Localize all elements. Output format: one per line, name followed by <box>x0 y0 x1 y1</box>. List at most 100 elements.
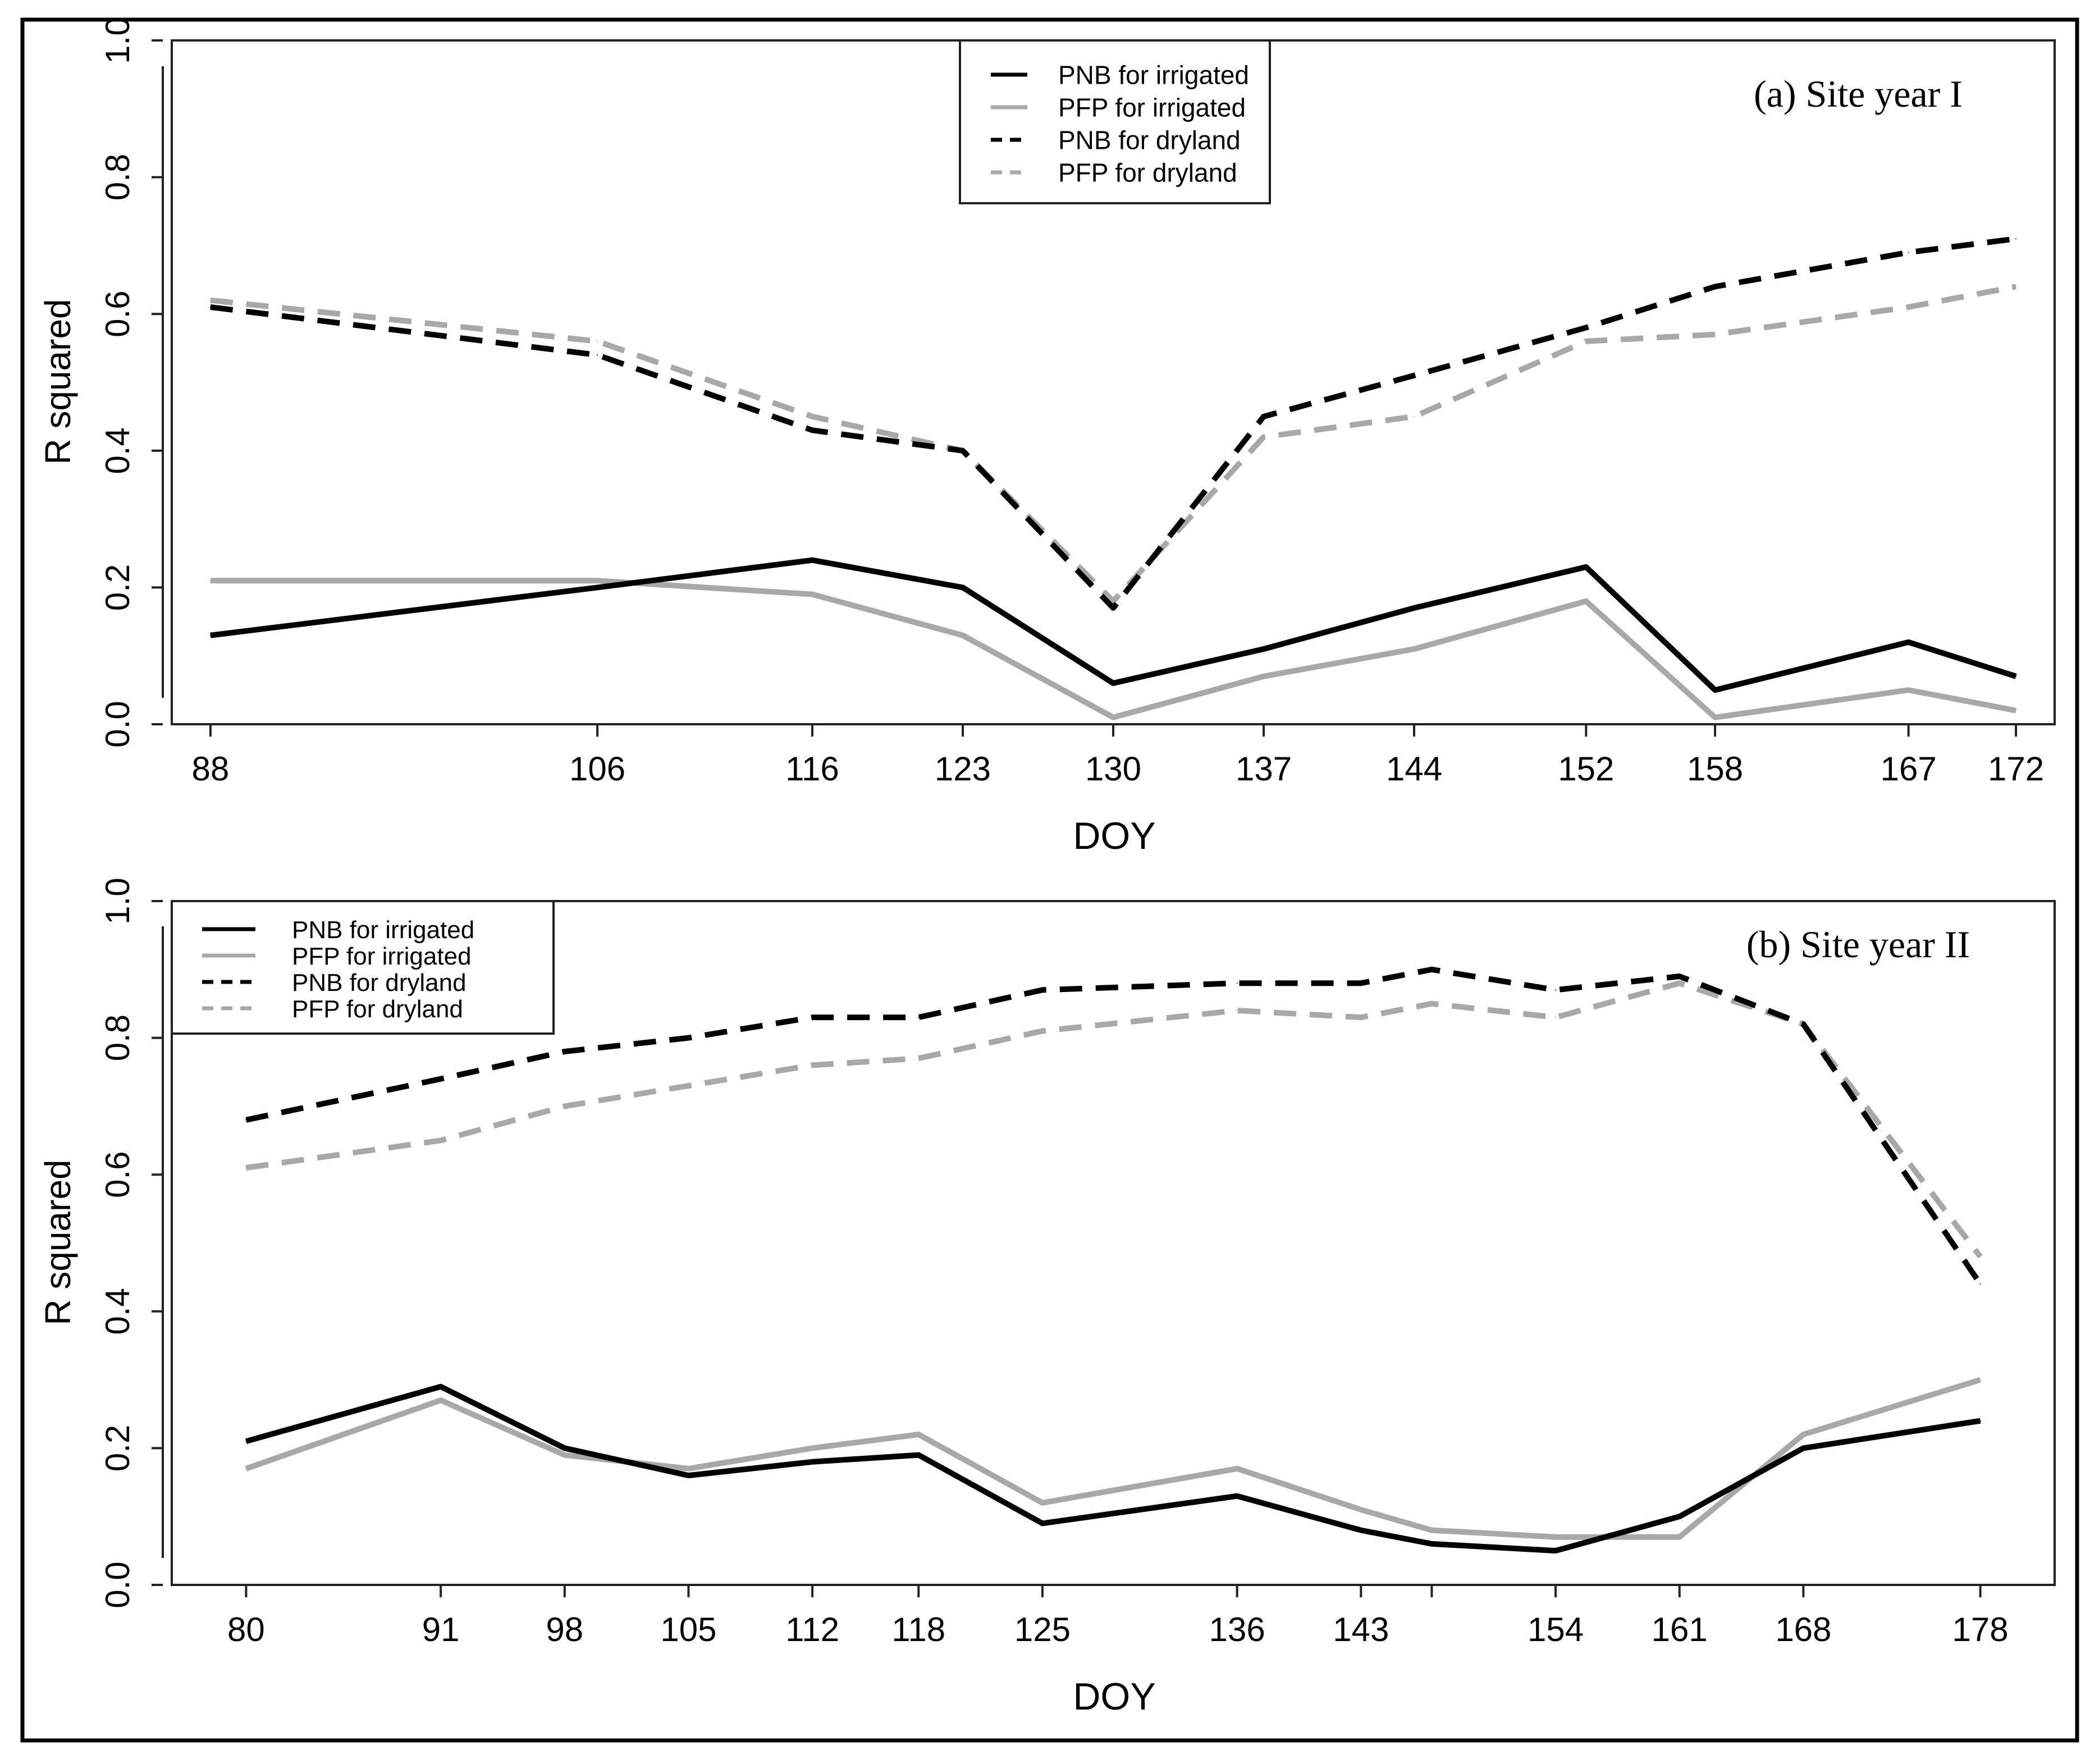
data-point-pfp-for-irrigated <box>811 593 813 595</box>
data-point-pnb-for-dryland <box>1679 975 1680 977</box>
data-point-pnb-for-dryland <box>2015 238 2017 240</box>
data-point-pnb-for-irrigated <box>1908 641 1909 643</box>
data-point-pnb-for-irrigated <box>597 587 598 588</box>
data-point-pfp-for-irrigated <box>962 634 963 636</box>
x-tick-label: 112 <box>785 1611 839 1648</box>
data-point-pnb-for-irrigated <box>918 1454 920 1456</box>
x-tick-label: 106 <box>569 750 625 788</box>
data-point-pnb-for-irrigated <box>1979 1420 1981 1422</box>
series-line-pnb-for-dryland <box>245 966 1983 1286</box>
panel-a: 0.0 0.2 0.4 0.6 0.8 1.0 88 106 116 123 130 137 144 1… <box>38 17 2056 857</box>
x-tick-label: 137 <box>1236 750 1292 788</box>
data-point-pnb-for-irrigated <box>1431 1543 1433 1544</box>
panel-b: 0.0 0.2 0.4 0.6 0.8 1.0 80 91 98 105 112 118 125 136… <box>38 878 2056 1718</box>
data-point-pnb-for-irrigated <box>1555 1550 1557 1552</box>
data-point-pfp-for-irrigated <box>209 580 211 582</box>
data-point-pnb-for-irrigated <box>440 1386 442 1387</box>
data-point-pfp-for-dryland <box>1714 333 1716 335</box>
data-point-pfp-for-dryland <box>1585 340 1587 342</box>
data-point-pfp-for-irrigated <box>918 1434 920 1436</box>
x-tick-label: 98 <box>546 1611 583 1648</box>
data-point-pnb-for-dryland <box>688 1037 689 1039</box>
data-point-pnb-for-irrigated <box>812 1461 813 1463</box>
y-tick-label: 0.2 <box>99 1425 136 1471</box>
data-point-pnb-for-irrigated <box>1113 682 1114 684</box>
data-point-pfp-for-dryland <box>1431 1003 1433 1004</box>
data-point-pnb-for-dryland <box>209 307 211 308</box>
data-point-pnb-for-dryland <box>1908 252 1909 253</box>
data-point-pfp-for-dryland <box>918 1058 920 1059</box>
data-point-pnb-for-dryland <box>1803 1023 1804 1025</box>
x-tick-label: 105 <box>660 1611 716 1648</box>
data-point-pfp-for-dryland <box>1360 1017 1362 1018</box>
data-point-pfp-for-dryland <box>1979 1256 1981 1258</box>
x-tick-label: 178 <box>1952 1611 2009 1648</box>
x-tick-label: 136 <box>1209 1611 1265 1648</box>
data-point-pfp-for-irrigated <box>1113 716 1114 718</box>
data-point-pfp-for-irrigated <box>1555 1536 1557 1538</box>
data-point-pnb-for-irrigated <box>1236 1495 1238 1497</box>
y-tick-label: 1.0 <box>99 878 136 924</box>
data-point-pnb-for-irrigated <box>1803 1447 1804 1449</box>
data-point-pfp-for-dryland <box>440 1140 442 1141</box>
x-axis-label: DOY <box>1073 1675 1155 1718</box>
data-point-pnb-for-dryland <box>1431 968 1433 970</box>
x-tick-label: 144 <box>1386 750 1442 788</box>
data-point-pnb-for-irrigated <box>1679 1516 1680 1518</box>
data-point-pfp-for-dryland <box>1679 982 1680 984</box>
x-tick-label: 123 <box>935 750 991 788</box>
data-point-pnb-for-dryland <box>812 1017 813 1018</box>
legend-label-pfp-for-irrigated: PFP for irrigated <box>1058 93 1246 122</box>
x-tick-label: 118 <box>891 1611 945 1648</box>
data-point-pnb-for-dryland <box>1236 982 1238 984</box>
panel-title: (a) Site year I <box>1754 72 1963 115</box>
data-point-pfp-for-dryland <box>1236 1009 1238 1011</box>
data-point-pnb-for-dryland <box>918 1017 920 1018</box>
data-point-pfp-for-irrigated <box>1414 648 1415 650</box>
data-point-pnb-for-dryland <box>245 1119 247 1121</box>
legend-label-pfp-for-dryland: PFP for dryland <box>1058 158 1237 188</box>
data-point-pnb-for-irrigated <box>1041 1523 1043 1524</box>
y-tick-label: 1.0 <box>99 17 136 63</box>
data-point-pfp-for-irrigated <box>688 1468 689 1469</box>
data-point-pnb-for-dryland <box>1979 1283 1981 1285</box>
data-point-pnb-for-dryland <box>564 1050 565 1052</box>
data-point-pfp-for-irrigated <box>1236 1468 1238 1469</box>
data-point-pfp-for-dryland <box>812 1064 813 1066</box>
data-point-pfp-for-irrigated <box>1803 1434 1804 1436</box>
data-point-pnb-for-irrigated <box>1714 689 1716 691</box>
data-point-pfp-for-irrigated <box>1908 689 1909 691</box>
data-point-pfp-for-dryland <box>245 1167 247 1169</box>
data-point-pfp-for-dryland <box>2015 286 2017 287</box>
panel-title: (b) Site year II <box>1746 923 1970 966</box>
y-tick-label: 0.0 <box>99 701 136 747</box>
data-point-pfp-for-dryland <box>597 340 598 342</box>
x-tick-label: 172 <box>1988 750 2044 788</box>
y-tick-label: 0.4 <box>99 1288 136 1335</box>
data-point-pnb-for-irrigated <box>1414 607 1415 609</box>
data-point-pnb-for-irrigated <box>1263 648 1265 650</box>
data-point-pnb-for-dryland <box>1414 374 1415 376</box>
data-point-pfp-for-dryland <box>564 1105 565 1107</box>
data-point-pnb-for-dryland <box>1555 989 1557 991</box>
data-point-pfp-for-dryland <box>688 1085 689 1086</box>
data-point-pfp-for-irrigated <box>245 1468 247 1469</box>
data-point-pnb-for-dryland <box>1041 989 1043 991</box>
y-tick-label: 0.0 <box>99 1561 136 1608</box>
figure-frame <box>20 17 2079 1743</box>
data-point-pnb-for-dryland <box>962 450 963 451</box>
y-axis-label: R squared <box>38 1159 78 1325</box>
x-tick-label: 168 <box>1775 1611 1831 1648</box>
series-line-pnb-for-dryland <box>210 236 2016 611</box>
data-point-pnb-for-dryland <box>1263 415 1265 417</box>
data-point-pfp-for-irrigated <box>1979 1379 1981 1381</box>
legend-box <box>171 900 555 1035</box>
data-point-pfp-for-irrigated <box>812 1447 813 1449</box>
data-point-pfp-for-dryland <box>1113 600 1114 602</box>
y-tick-label: 0.6 <box>99 290 136 337</box>
data-point-pnb-for-irrigated <box>209 634 211 636</box>
data-point-pnb-for-irrigated <box>245 1441 247 1442</box>
